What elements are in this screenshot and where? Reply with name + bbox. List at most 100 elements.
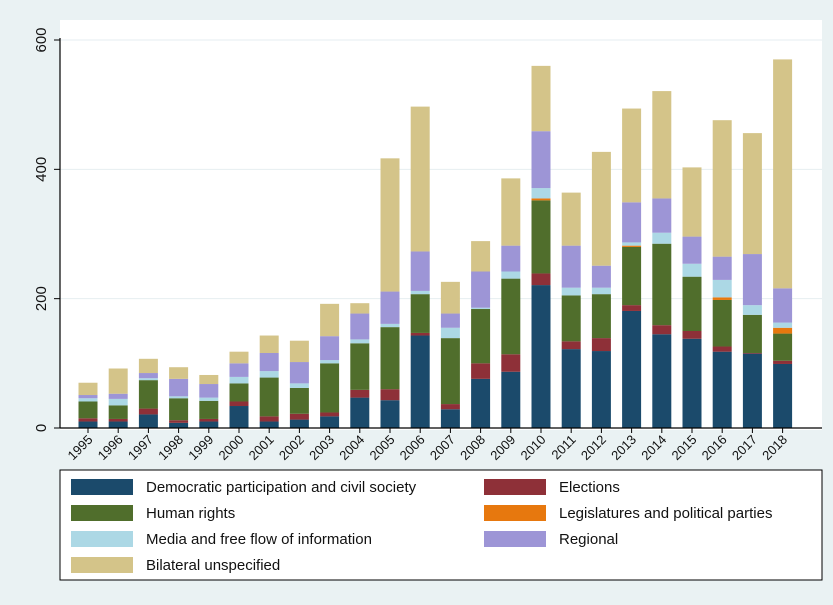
legend-label: Bilateral unspecified: [146, 557, 280, 574]
bar-segment: [440, 313, 460, 328]
bar-segment: [199, 374, 219, 385]
bar-segment: [380, 389, 400, 401]
bar-segment: [169, 396, 189, 399]
bar-segment: [289, 387, 309, 414]
bar-segment: [259, 377, 279, 417]
bar-segment: [773, 333, 793, 361]
bar-segment: [410, 332, 430, 336]
x-tick-label: 2017: [729, 432, 760, 463]
bar-segment: [199, 397, 219, 401]
x-tick-label: 2010: [517, 432, 548, 463]
bar-segment: [259, 416, 279, 422]
bar-segment: [350, 389, 370, 398]
bar-segment: [138, 378, 158, 381]
bar-segment: [78, 421, 98, 428]
bar-segment: [199, 400, 219, 419]
x-tick-label: 1996: [95, 432, 126, 463]
bar-segment: [773, 59, 793, 289]
bar-segment: [773, 363, 793, 428]
bar-segment: [773, 360, 793, 364]
bar-segment: [682, 331, 702, 339]
bar-segment: [78, 418, 98, 422]
bar-segment: [682, 276, 702, 331]
bar-segment: [78, 382, 98, 396]
bar-segment: [138, 408, 158, 415]
bar-segment: [591, 287, 611, 295]
bar-segment: [652, 243, 672, 326]
bar-segment: [259, 421, 279, 428]
bar-segment: [561, 287, 581, 296]
bar-segment: [622, 246, 642, 306]
bar-segment: [471, 307, 491, 310]
legend-swatch: [71, 505, 133, 521]
bar-segment: [531, 131, 551, 189]
bar-segment: [742, 305, 762, 315]
legend-label: Human rights: [146, 505, 235, 522]
bar-segment: [320, 363, 340, 413]
bar-segment: [320, 416, 340, 428]
bar-segment: [531, 198, 551, 201]
bar-segment: [138, 414, 158, 428]
bar-segment: [380, 400, 400, 428]
x-tick-label: 2007: [427, 432, 458, 463]
bar-segment: [682, 263, 702, 277]
bar-segment: [471, 271, 491, 308]
bar-segment: [712, 256, 732, 280]
y-tick-label: 0: [33, 424, 50, 432]
bar-segment: [501, 354, 521, 372]
bar-segment: [622, 242, 642, 246]
bar-segment: [501, 178, 521, 246]
bar-segment: [259, 371, 279, 378]
x-tick-label: 1997: [125, 432, 156, 463]
bar-segment: [108, 405, 128, 419]
x-tick-label: 2014: [638, 432, 669, 463]
bar-segment: [712, 299, 732, 347]
bar-segment: [108, 368, 128, 394]
x-tick-label: 2012: [578, 432, 609, 463]
legend-swatch: [71, 479, 133, 495]
legend-swatch: [71, 557, 133, 573]
bar-segment: [531, 65, 551, 132]
bar-segment: [682, 167, 702, 237]
x-tick-label: 2016: [699, 432, 730, 463]
x-tick-label: 2008: [457, 432, 488, 463]
bar-segment: [591, 294, 611, 339]
bar-segment: [138, 358, 158, 374]
y-tick-label: 600: [33, 27, 50, 52]
bar-segment: [622, 202, 642, 243]
x-tick-label: 2009: [487, 432, 518, 463]
x-tick-label: 2004: [336, 432, 367, 463]
bar-segment: [440, 404, 460, 410]
bar-segment: [229, 363, 249, 377]
bar-segment: [561, 349, 581, 428]
bar-segment: [652, 334, 672, 428]
bar-segment: [78, 395, 98, 399]
bar-segment: [682, 236, 702, 264]
bar-segment: [773, 327, 793, 334]
bar-segment: [742, 133, 762, 255]
legend-swatch: [484, 531, 546, 547]
bar-segment: [471, 363, 491, 379]
bar-segment: [471, 378, 491, 428]
bar-segment: [229, 401, 249, 407]
legend-label: Democratic participation and civil socie…: [146, 479, 417, 496]
bar-segment: [138, 380, 158, 409]
bar-segment: [712, 351, 732, 428]
bar-segment: [350, 343, 370, 390]
bar-segment: [652, 232, 672, 244]
bar-segment: [259, 352, 279, 372]
bar-segment: [531, 188, 551, 199]
legend-label: Elections: [559, 479, 620, 496]
legend-label: Regional: [559, 531, 618, 548]
bar-segment: [380, 158, 400, 292]
bar-segment: [108, 421, 128, 428]
legend-box: [59, 469, 823, 581]
bar-segment: [320, 360, 340, 364]
legend-swatch: [71, 531, 133, 547]
bar-segment: [561, 245, 581, 288]
x-tick-label: 2006: [397, 432, 428, 463]
bar-segment: [289, 413, 309, 420]
bar-segment: [380, 291, 400, 324]
